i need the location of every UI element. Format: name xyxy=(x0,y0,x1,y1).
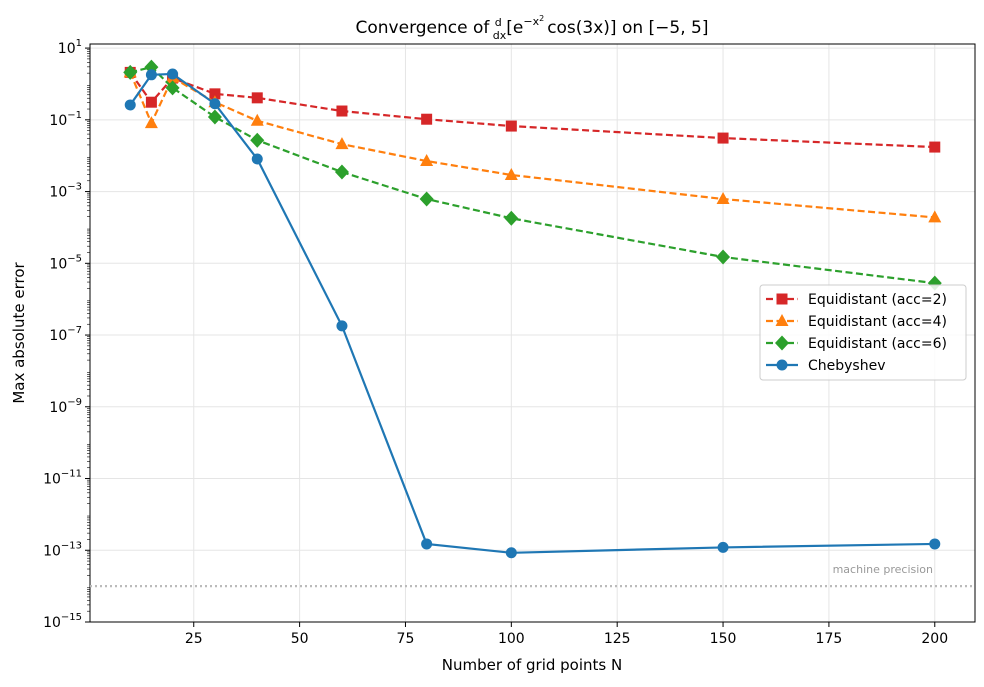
data-point xyxy=(144,116,158,129)
data-point xyxy=(504,167,518,180)
x-tick-label: 125 xyxy=(604,631,631,647)
data-point xyxy=(716,249,731,265)
data-point xyxy=(250,113,264,126)
data-point xyxy=(124,99,136,111)
data-point xyxy=(929,141,941,153)
data-point xyxy=(165,80,180,96)
series-line xyxy=(129,71,935,219)
y-tick-label: 10−1 xyxy=(49,110,82,129)
x-tick-label: 200 xyxy=(921,631,948,647)
y-tick-label: 10−15 xyxy=(43,612,82,631)
x-axis-label: Number of grid points N xyxy=(442,656,622,674)
data-point xyxy=(145,96,157,108)
legend-marker xyxy=(776,359,788,371)
chart-title: Convergence of d dx[e−x2 cos(3x)] on [−5, … xyxy=(356,14,709,42)
data-point xyxy=(167,68,179,80)
y-tick-label: 10−11 xyxy=(43,469,82,488)
x-tick-label: 25 xyxy=(185,631,203,647)
x-tick-label: 100 xyxy=(498,631,525,647)
machine-precision-label: machine precision xyxy=(833,563,933,576)
data-point xyxy=(928,210,942,223)
data-point xyxy=(207,109,222,125)
legend-label: Equidistant (acc=4) xyxy=(808,314,947,330)
data-point xyxy=(421,538,433,550)
y-tick-label: 101 xyxy=(58,38,82,57)
y-tick-label: 10−3 xyxy=(49,182,82,201)
series-line xyxy=(129,72,935,554)
y-axis-label: Max absolute error xyxy=(10,261,28,403)
data-point xyxy=(717,541,729,553)
legend-marker xyxy=(775,335,789,351)
series-line xyxy=(129,71,935,149)
data-point xyxy=(251,153,263,165)
data-point xyxy=(336,320,348,332)
y-tick-label: 10−7 xyxy=(49,325,82,344)
data-point xyxy=(929,538,941,550)
data-point xyxy=(335,137,349,150)
legend-label: Chebyshev xyxy=(808,358,886,374)
data-point xyxy=(421,113,433,125)
data-point xyxy=(145,69,157,81)
legend-label: Equidistant (acc=2) xyxy=(808,292,947,308)
data-point xyxy=(716,192,730,205)
data-point xyxy=(419,191,434,207)
data-point xyxy=(250,132,265,148)
series-line xyxy=(129,65,935,285)
series-3 xyxy=(124,68,941,559)
data-point xyxy=(504,210,519,226)
legend-label: Equidistant (acc=6) xyxy=(808,336,947,352)
data-point xyxy=(251,92,263,104)
legend-marker xyxy=(776,293,788,305)
x-tick-label: 75 xyxy=(397,631,415,647)
plot-frame xyxy=(89,43,976,623)
data-point xyxy=(209,98,221,110)
y-tick-label: 10−5 xyxy=(49,253,82,272)
data-point xyxy=(505,120,517,132)
x-tick-label: 50 xyxy=(291,631,309,647)
x-tick-label: 175 xyxy=(816,631,843,647)
data-point xyxy=(717,132,729,144)
x-tick-label: 150 xyxy=(710,631,737,647)
data-point xyxy=(505,547,517,559)
y-tick-label: 10−9 xyxy=(49,397,82,416)
series-2 xyxy=(123,59,942,291)
data-point xyxy=(123,64,138,80)
legend-marker xyxy=(775,314,789,326)
legend-box xyxy=(759,284,967,381)
data-point xyxy=(336,105,348,117)
data-point xyxy=(209,88,221,100)
legend: Equidistant (acc=2) Equidistant (acc=4) Eq… xyxy=(759,284,967,381)
data-point xyxy=(334,164,349,180)
y-tick-label: 10−13 xyxy=(43,540,82,559)
data-point xyxy=(420,154,434,167)
